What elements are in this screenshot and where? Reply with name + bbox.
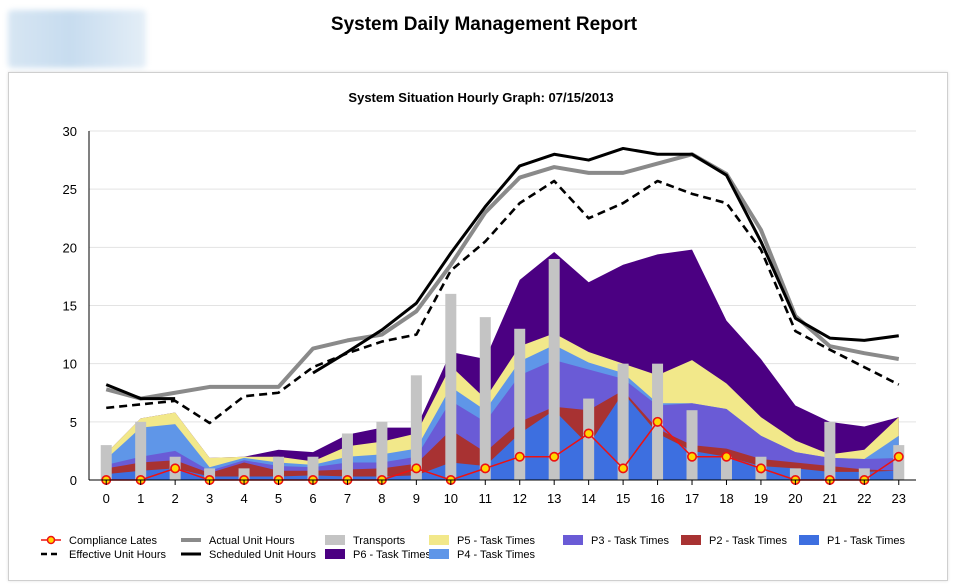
chart-title: System Situation Hourly Graph: 07/15/201… <box>348 90 613 105</box>
x-tick-label-5: 5 <box>275 491 282 506</box>
point-compliance-lates-17 <box>687 451 698 462</box>
legend-label-p1-task-times: P1 - Task Times <box>827 535 906 547</box>
legend-label-effective-unit-hours: Effective Unit Hours <box>69 549 167 561</box>
area-p1-task-times <box>106 392 899 480</box>
line-effective-unit-hours <box>106 179 900 425</box>
legend-label-compliance-lates: Compliance Lates <box>69 535 158 547</box>
bar-transports-18 <box>720 456 732 480</box>
x-tick-label-15: 15 <box>616 491 630 506</box>
chart-svg: System Situation Hourly Graph: 07/15/201… <box>41 90 916 561</box>
y-tick-label-5: 5 <box>70 415 77 430</box>
bar-transports-5 <box>273 456 285 480</box>
x-tick-label-9: 9 <box>413 491 420 506</box>
x-tick-label-0: 0 <box>103 491 110 506</box>
x-tick-label-6: 6 <box>309 491 316 506</box>
x-tick-label-22: 22 <box>857 491 871 506</box>
x-tick-label-3: 3 <box>206 491 213 506</box>
legend-swatch-p2-task-times <box>681 535 701 545</box>
line-actual-unit-hours <box>105 152 900 401</box>
legend-label-scheduled-unit-hours: Scheduled Unit Hours <box>209 549 317 561</box>
legend-marker-compliance-lates <box>46 535 56 545</box>
legend-swatch-p1-task-times <box>799 535 819 545</box>
bar-transports-13 <box>548 258 560 480</box>
x-tick-label-16: 16 <box>650 491 664 506</box>
point-compliance-lates-11 <box>480 463 491 474</box>
x-tick-label-23: 23 <box>892 491 906 506</box>
legend-swatch-transports <box>325 535 345 545</box>
point-compliance-lates-14 <box>583 428 594 439</box>
y-tick-label-0: 0 <box>70 473 77 488</box>
bar-transports-22 <box>858 468 870 480</box>
bar-transports-9 <box>410 375 422 480</box>
bar-transports-20 <box>789 468 801 480</box>
x-tick-label-10: 10 <box>444 491 458 506</box>
x-tick-label-12: 12 <box>512 491 526 506</box>
x-tick-label-2: 2 <box>172 491 179 506</box>
point-compliance-lates-9 <box>411 463 422 474</box>
y-tick-label-15: 15 <box>63 299 77 314</box>
legend-label-actual-unit-hours: Actual Unit Hours <box>209 535 295 547</box>
bar-transports-10 <box>445 293 457 480</box>
x-tick-label-8: 8 <box>378 491 385 506</box>
x-tick-label-18: 18 <box>719 491 733 506</box>
legend: Compliance Lates Actual Unit Hours Transpo… <box>41 535 906 561</box>
bar-transports-23 <box>893 445 905 480</box>
x-tick-label-7: 7 <box>344 491 351 506</box>
legend-label-p5-task-times: P5 - Task Times <box>457 535 536 547</box>
stacked-areas <box>106 249 899 480</box>
bar-transports-4 <box>238 468 250 480</box>
company-logo <box>8 10 146 68</box>
bar-transports-7 <box>341 433 353 480</box>
y-tick-label-10: 10 <box>63 357 77 372</box>
bar-transports-14 <box>583 398 595 480</box>
bar-transports-17 <box>686 410 698 480</box>
x-tick-label-17: 17 <box>685 491 699 506</box>
bar-transports-6 <box>307 456 319 480</box>
bar-transports-12 <box>514 328 526 480</box>
bar-transports-0 <box>100 445 112 480</box>
x-tick-label-19: 19 <box>754 491 768 506</box>
legend-label-transports: Transports <box>353 535 406 547</box>
bar-transports-1 <box>135 421 147 480</box>
bar-transports-11 <box>479 317 491 480</box>
bar-transports-15 <box>617 363 629 480</box>
point-compliance-lates-12 <box>514 451 525 462</box>
y-tick-label-20: 20 <box>63 240 77 255</box>
x-tick-label-20: 20 <box>788 491 802 506</box>
x-tick-label-1: 1 <box>137 491 144 506</box>
point-compliance-lates-16 <box>652 416 663 427</box>
point-compliance-lates-13 <box>549 451 560 462</box>
legend-swatch-p3-task-times <box>563 535 583 545</box>
point-compliance-lates-23 <box>893 451 904 462</box>
legend-swatch-p4-task-times <box>429 549 449 559</box>
x-tick-label-13: 13 <box>547 491 561 506</box>
point-compliance-lates-15 <box>618 463 629 474</box>
point-compliance-lates-19 <box>755 463 766 474</box>
y-tick-label-30: 30 <box>63 124 77 139</box>
legend-label-p4-task-times: P4 - Task Times <box>457 549 536 561</box>
legend-swatch-p5-task-times <box>429 535 449 545</box>
point-compliance-lates-18 <box>721 451 732 462</box>
bar-transports-3 <box>204 468 216 480</box>
chart-panel: System Situation Hourly Graph: 07/15/201… <box>8 72 948 581</box>
legend-swatch-p6-task-times <box>325 549 345 559</box>
point-compliance-lates-2 <box>170 463 181 474</box>
x-tick-label-4: 4 <box>240 491 247 506</box>
x-tick-label-11: 11 <box>479 491 493 506</box>
bar-transports-8 <box>376 421 388 480</box>
line-scheduled-unit-hours <box>105 146 899 401</box>
report-title: System Daily Management Report <box>330 14 638 35</box>
legend-label-p2-task-times: P2 - Task Times <box>709 535 788 547</box>
y-tick-label-25: 25 <box>63 182 77 197</box>
legend-label-p6-task-times: P6 - Task Times <box>353 549 432 561</box>
x-tick-label-21: 21 <box>823 491 837 506</box>
bar-transports-21 <box>824 421 836 480</box>
x-tick-label-14: 14 <box>581 491 595 506</box>
legend-label-p3-task-times: P3 - Task Times <box>591 535 670 547</box>
